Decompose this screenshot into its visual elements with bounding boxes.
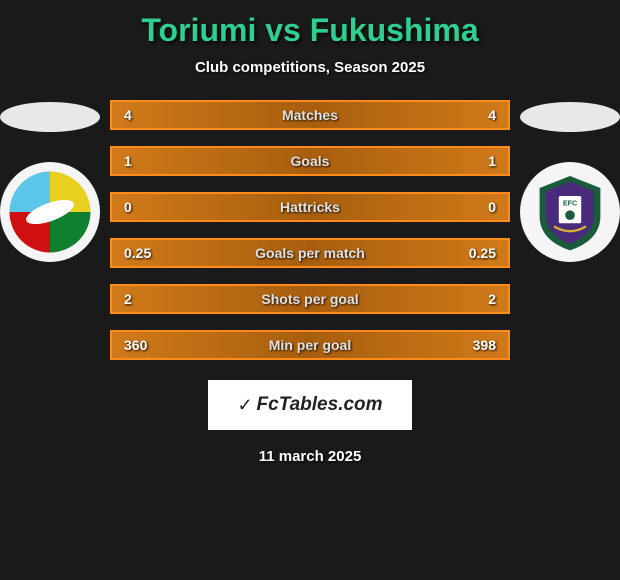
stat-right-value: 0 <box>452 199 496 215</box>
brand-text: FcTables.com <box>257 394 383 416</box>
stat-right-value: 1 <box>452 153 496 169</box>
stat-left-value: 1 <box>124 153 168 169</box>
svg-text:EFC: EFC <box>563 199 577 208</box>
stat-right-value: 2 <box>452 291 496 307</box>
brand-link[interactable]: ✓ FcTables.com <box>208 380 412 430</box>
stat-left-value: 4 <box>124 107 168 123</box>
stats-column: 4 Matches 4 1 Goals 1 0 Hattricks 0 0.25… <box>110 100 510 360</box>
match-date: 11 march 2025 <box>259 448 362 465</box>
stat-bar-goals-per-match: 0.25 Goals per match 0.25 <box>110 238 510 268</box>
stat-bar-hattricks: 0 Hattricks 0 <box>110 192 510 222</box>
main-row: 4 Matches 4 1 Goals 1 0 Hattricks 0 0.25… <box>10 100 610 360</box>
comparison-card: Toriumi vs Fukushima Club competitions, … <box>0 0 620 477</box>
stat-label: Shots per goal <box>261 291 358 307</box>
left-side-col <box>0 100 100 262</box>
stat-label: Hattricks <box>280 199 340 215</box>
country-flag-right <box>520 102 620 132</box>
stat-bar-matches: 4 Matches 4 <box>110 100 510 130</box>
stat-right-value: 398 <box>452 337 496 353</box>
stat-bar-min-per-goal: 360 Min per goal 398 <box>110 330 510 360</box>
subtitle: Club competitions, Season 2025 <box>195 59 425 76</box>
stat-left-value: 2 <box>124 291 168 307</box>
team-logo-left <box>0 162 100 262</box>
right-side-col: EFC <box>520 100 620 262</box>
stat-left-value: 0 <box>124 199 168 215</box>
toriumi-logo-icon <box>5 167 95 257</box>
stat-label: Goals <box>291 153 330 169</box>
stat-right-value: 4 <box>452 107 496 123</box>
country-flag-left <box>0 102 100 132</box>
stat-label: Min per goal <box>269 337 351 353</box>
brand-check-icon: ✓ <box>237 395 252 416</box>
stat-bar-shots-per-goal: 2 Shots per goal 2 <box>110 284 510 314</box>
stat-label: Matches <box>282 107 338 123</box>
stat-left-value: 0.25 <box>124 245 168 261</box>
team-logo-right: EFC <box>520 162 620 262</box>
stat-bar-goals: 1 Goals 1 <box>110 146 510 176</box>
stat-right-value: 0.25 <box>452 245 496 261</box>
page-title: Toriumi vs Fukushima <box>141 12 478 49</box>
stat-left-value: 360 <box>124 337 168 353</box>
stat-label: Goals per match <box>255 245 365 261</box>
fukushima-logo-icon: EFC <box>530 172 610 252</box>
